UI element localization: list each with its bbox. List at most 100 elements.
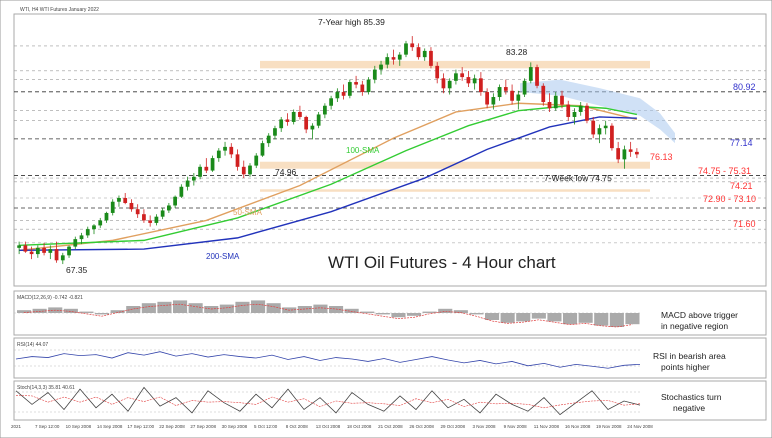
- candle-body: [173, 196, 177, 206]
- macd-bar: [266, 303, 281, 313]
- candle-body: [179, 186, 184, 197]
- macd-bar: [219, 304, 234, 313]
- macd-bar: [578, 313, 593, 323]
- cloud-area: [520, 79, 675, 144]
- candle-body: [466, 77, 471, 84]
- macd-bar: [63, 308, 78, 313]
- x-tick-label: 9 Nov 2008: [504, 424, 528, 429]
- candle-body: [329, 98, 333, 106]
- candle-body: [241, 166, 246, 175]
- macd-panel: MACD(12,26,9) -0.742 -0.821 MACD above t…: [13, 290, 767, 336]
- level-label-77-14: 77.14: [730, 138, 753, 148]
- candle-body: [341, 92, 346, 96]
- candle-body: [560, 95, 564, 105]
- x-tick-label: 10 Sep 2008: [66, 424, 92, 429]
- x-tick-label: 13 Oct 2008: [316, 424, 341, 429]
- annotation-7year-high: 7-Year high 85.39: [318, 17, 385, 27]
- candle-body: [304, 116, 309, 130]
- x-tick-label: 11 Nov 2008: [534, 424, 560, 429]
- macd-note-1: MACD above trigger: [661, 310, 738, 320]
- candle-body: [291, 111, 296, 122]
- macd-bar: [297, 306, 312, 313]
- candle-body: [29, 251, 34, 255]
- candle-body: [429, 50, 433, 66]
- candlesticks: [17, 36, 639, 265]
- candle-body: [235, 154, 240, 167]
- candle-body: [142, 214, 146, 221]
- candle-body: [204, 166, 209, 171]
- macd-bar: [188, 303, 203, 313]
- rsi-note-1: RSI in bearish area: [653, 351, 726, 361]
- candle-body: [354, 82, 358, 85]
- x-tick-label: 16 Nov 2008: [565, 424, 591, 429]
- macd-bar: [17, 310, 32, 313]
- x-tick-label: 27 Sep 2008: [190, 424, 216, 429]
- candle-body: [460, 73, 465, 78]
- candle-body: [391, 57, 396, 60]
- candle-body: [248, 165, 252, 175]
- macd-label: MACD(12,26,9) -0.742 -0.821: [17, 295, 83, 301]
- candle-body: [223, 146, 227, 151]
- macd-bar: [173, 300, 188, 313]
- candle-body: [379, 64, 383, 70]
- macd-bar: [407, 313, 422, 316]
- candle-body: [441, 78, 446, 89]
- x-tick-label: 17 Sep 12:00: [127, 424, 154, 429]
- candle-body: [516, 94, 521, 101]
- x-tick-label: 2021: [11, 424, 22, 429]
- candle-body: [323, 105, 327, 115]
- candle-body: [566, 104, 571, 117]
- candle-body: [154, 216, 159, 223]
- candle-body: [191, 176, 196, 181]
- candle-body: [335, 92, 340, 99]
- macd-bar: [251, 300, 266, 313]
- candle-body: [98, 220, 103, 226]
- candle-body: [610, 125, 614, 149]
- candle-body: [23, 245, 28, 252]
- macd-bar: [313, 304, 328, 313]
- candle-body: [42, 247, 46, 253]
- candle-body: [622, 149, 627, 160]
- candle-body: [447, 80, 452, 89]
- label-200-sma: 200-SMA: [206, 252, 240, 261]
- macd-bar: [625, 313, 640, 325]
- price-label-76-13: 76.13: [650, 152, 673, 162]
- macd-bar: [110, 310, 125, 313]
- macd-bar: [485, 313, 500, 320]
- macd-bar: [547, 313, 562, 322]
- candle-body: [260, 143, 265, 156]
- macd-bar: [391, 313, 406, 318]
- zone-band: [260, 189, 650, 192]
- x-tick-label: 24 Nov 2008: [627, 424, 653, 429]
- candle-body: [397, 54, 402, 60]
- candle-body: [541, 85, 546, 103]
- candle-body: [553, 95, 558, 109]
- candle-body: [279, 119, 284, 129]
- candle-body: [254, 155, 259, 166]
- level-label-80-92: 80.92: [733, 82, 756, 92]
- macd-bar: [469, 313, 484, 315]
- candle-body: [628, 149, 633, 152]
- price-panel: [13, 13, 767, 287]
- candle-body: [123, 197, 128, 203]
- macd-bar: [500, 313, 515, 323]
- rsi-note-2: points higher: [661, 362, 710, 372]
- stoch-label: Stoch(14,3,3) 35.81 40.61: [17, 385, 75, 391]
- macd-bar: [329, 306, 344, 313]
- macd-bar: [141, 303, 156, 313]
- macd-bar: [235, 301, 250, 313]
- candle-body: [416, 47, 421, 58]
- x-axis-ticks: 2021 7 Sep 12:00 10 Sep 2008 14 Sep 2008 17 …: [11, 424, 653, 429]
- stoch-note-2: negative: [673, 403, 705, 413]
- macd-bar: [563, 313, 578, 325]
- label-100-sma: 100-SMA: [346, 146, 380, 155]
- candle-body: [117, 197, 121, 202]
- candle-body: [148, 220, 153, 223]
- candle-body: [422, 50, 427, 58]
- candle-body: [603, 125, 608, 129]
- candle-body: [35, 247, 40, 255]
- candle-body: [472, 78, 477, 84]
- candle-body: [229, 146, 234, 155]
- macd-bar: [32, 308, 47, 313]
